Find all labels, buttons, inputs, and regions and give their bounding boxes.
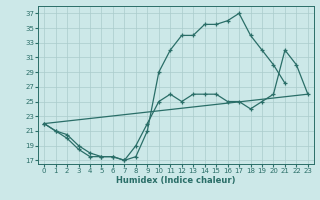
X-axis label: Humidex (Indice chaleur): Humidex (Indice chaleur) xyxy=(116,176,236,185)
